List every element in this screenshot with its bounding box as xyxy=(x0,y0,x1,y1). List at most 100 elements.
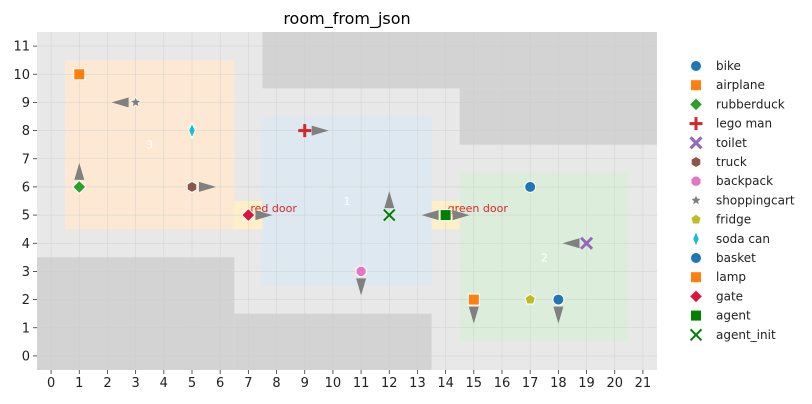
legend-label-shoppingcart: shoppingcart xyxy=(716,193,795,207)
grid-lines xyxy=(37,32,657,370)
legend-item-truck: truck xyxy=(690,155,747,169)
x-tick-label-17: 17 xyxy=(522,376,539,391)
point-soda-can-0 xyxy=(188,121,196,140)
legend-label-backpack: backpack xyxy=(716,174,773,188)
legend-label-agent_init: agent_init xyxy=(716,328,776,342)
arrow-gate-0 xyxy=(255,210,273,221)
legend-marker-gate xyxy=(688,289,704,304)
legend-marker-basket xyxy=(690,252,702,264)
x-tick-label-18: 18 xyxy=(550,376,567,391)
legend-item-agent_init: agent_init xyxy=(689,328,776,342)
marker-shape xyxy=(129,96,142,108)
legend-marker-backpack xyxy=(690,175,702,187)
legend-label-agent: agent xyxy=(716,309,751,323)
x-tick-label-19: 19 xyxy=(578,376,595,391)
room-label-3: 3 xyxy=(146,139,153,152)
legend-label-lamp: lamp xyxy=(716,270,746,284)
point-truck-0 xyxy=(186,180,198,193)
marker-shape xyxy=(690,79,702,92)
point-backpack-0 xyxy=(355,265,367,277)
legend-item-lamp: lamp xyxy=(690,270,746,284)
x-tick-label-16: 16 xyxy=(494,376,511,391)
marker-shape xyxy=(690,155,702,169)
marker-shape xyxy=(439,209,452,222)
legend-item-shoppingcart: shoppingcart xyxy=(690,193,795,207)
point-agent-0 xyxy=(439,209,452,222)
legend-item-backpack: backpack xyxy=(690,174,773,188)
legend-label-soda-can: soda can xyxy=(716,232,770,246)
marker-shape xyxy=(690,194,702,206)
room-1 xyxy=(262,116,432,286)
y-tick-label-4: 4 xyxy=(22,237,30,252)
chart-title: room_from_json xyxy=(283,9,410,29)
y-tick-label-2: 2 xyxy=(22,293,30,308)
legend-label-rubberduck: rubberduck xyxy=(716,97,785,111)
legend-marker-airplane xyxy=(690,79,702,92)
x-tick-label-7: 7 xyxy=(244,376,252,391)
point-gate-0 xyxy=(241,207,256,223)
y-tick-label-1: 1 xyxy=(22,321,30,336)
room-label-1: 1 xyxy=(344,195,351,208)
room-label-2: 2 xyxy=(541,251,548,264)
legend-label-basket: basket xyxy=(716,251,756,265)
x-tick-label-6: 6 xyxy=(216,376,224,391)
arrow-shoppingcart-0 xyxy=(111,97,129,108)
legend-marker-agent_init xyxy=(689,328,703,342)
x-tick-label-8: 8 xyxy=(272,376,280,391)
marker-shape xyxy=(524,293,536,305)
marker-shape-b xyxy=(689,328,703,342)
marker-shape xyxy=(690,213,702,225)
arrow-truck-0 xyxy=(199,181,216,192)
legend-item-fridge: fridge xyxy=(690,213,751,227)
point-shoppingcart-0 xyxy=(129,96,142,108)
legend-marker-toilet xyxy=(689,136,703,150)
legend-marker-fridge xyxy=(690,213,702,225)
point-rubberduck-0 xyxy=(72,179,87,195)
x-tick-label-11: 11 xyxy=(353,376,370,391)
legend-marker-bike xyxy=(690,60,702,72)
y-tick-label-6: 6 xyxy=(22,180,30,195)
wall-0 xyxy=(262,32,657,89)
x-tick-label-1: 1 xyxy=(75,376,83,391)
x-tick-label-0: 0 xyxy=(47,376,55,391)
point-toilet-0 xyxy=(579,236,594,250)
point-fridge-0 xyxy=(524,293,536,305)
y-tick-label-10: 10 xyxy=(13,68,30,83)
door-label-0: red door xyxy=(250,202,297,215)
legend-item-soda-can: soda can xyxy=(692,230,770,248)
legend-label-bike: bike xyxy=(716,59,741,73)
arrow-agent-0 xyxy=(421,210,439,221)
legend-marker-rubberduck xyxy=(688,97,704,112)
y-tick-label-7: 7 xyxy=(22,152,30,167)
x-tick-label-5: 5 xyxy=(188,376,196,391)
legend-label-airplane: airplane xyxy=(716,78,765,92)
x-tick-label-2: 2 xyxy=(103,376,111,391)
marker-shape-b xyxy=(689,136,703,150)
legend-label-fridge: fridge xyxy=(716,213,751,227)
x-tick-label-3: 3 xyxy=(131,376,139,391)
marker-shape xyxy=(690,175,702,187)
legend-label-lego-man: lego man xyxy=(716,117,772,131)
legend-label-truck: truck xyxy=(716,155,747,169)
x-tick-label-20: 20 xyxy=(606,376,623,391)
marker-shape xyxy=(690,271,702,284)
point-airplane-0 xyxy=(73,68,86,81)
arrow-lamp-0 xyxy=(468,306,479,324)
legend-marker-lego-man xyxy=(689,117,703,131)
y-tick-label-3: 3 xyxy=(22,265,30,280)
legend: bike airplane rubberduck lego man toilet truc… xyxy=(688,59,795,342)
marker-shape xyxy=(355,265,367,277)
arrow-lego-man-0 xyxy=(311,125,329,136)
y-tick-label-5: 5 xyxy=(22,209,30,224)
legend-item-rubberduck: rubberduck xyxy=(688,97,785,112)
marker-shape xyxy=(72,179,87,195)
legend-item-toilet: toilet xyxy=(689,136,747,150)
legend-marker-agent xyxy=(690,309,702,322)
marker-shape xyxy=(688,289,704,304)
marker-shape xyxy=(690,309,702,322)
point-lamp-0 xyxy=(467,293,480,306)
marker-shape-b xyxy=(579,236,594,250)
legend-label-toilet: toilet xyxy=(716,136,747,150)
x-tick-label-21: 21 xyxy=(635,376,652,391)
